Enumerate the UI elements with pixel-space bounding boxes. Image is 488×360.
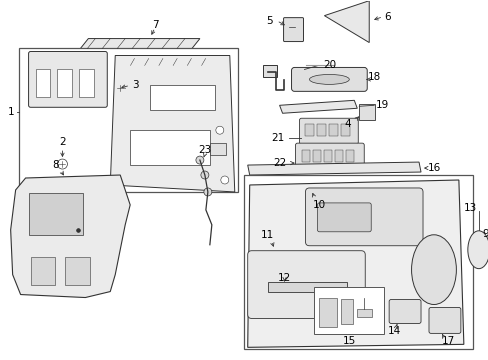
Polygon shape [279,100,357,113]
Bar [324,150,332,162]
Ellipse shape [467,231,488,269]
Polygon shape [110,55,234,192]
Text: 2: 2 [59,137,65,147]
Bar [341,124,349,136]
Circle shape [58,159,67,169]
Bar [305,124,314,136]
Text: 14: 14 [386,327,400,336]
FancyBboxPatch shape [299,118,358,144]
FancyBboxPatch shape [283,18,303,41]
Polygon shape [247,180,463,347]
Ellipse shape [309,75,348,84]
Circle shape [215,126,224,134]
Bar [346,150,354,162]
FancyBboxPatch shape [388,300,420,323]
FancyBboxPatch shape [317,203,370,232]
Text: 13: 13 [463,203,476,213]
Bar [262,66,276,77]
Circle shape [196,156,203,164]
Text: 6: 6 [383,12,390,22]
Text: 10: 10 [312,200,325,210]
Text: 21: 21 [270,133,284,143]
Bar [313,150,321,162]
Text: 23: 23 [198,145,211,155]
Text: 1: 1 [7,107,14,117]
FancyBboxPatch shape [291,67,366,91]
Polygon shape [324,1,368,42]
Polygon shape [80,39,200,49]
Bar [58,69,72,97]
Bar [317,124,325,136]
Circle shape [203,188,211,196]
Bar [19,48,237,192]
Text: 9: 9 [482,229,488,239]
Polygon shape [120,58,220,66]
Bar [28,193,83,235]
Circle shape [115,84,125,93]
Text: 19: 19 [375,100,388,110]
Text: 22: 22 [272,158,285,168]
Bar [357,310,371,318]
Polygon shape [11,175,130,297]
Bar [329,124,338,136]
Bar [65,257,90,285]
Text: 8: 8 [52,160,59,170]
Bar [314,287,384,334]
Ellipse shape [411,235,455,305]
Bar [267,282,346,292]
Text: 4: 4 [343,119,350,129]
Bar [130,130,209,165]
FancyBboxPatch shape [295,143,364,169]
Bar [36,69,50,97]
Circle shape [201,171,208,179]
Text: 16: 16 [427,163,440,173]
Bar [319,297,337,327]
Bar [359,104,374,120]
Bar [150,85,214,110]
Polygon shape [247,162,420,175]
Bar [302,150,310,162]
Text: 5: 5 [266,15,272,26]
Text: 18: 18 [367,72,380,82]
Bar [335,150,343,162]
Text: 12: 12 [277,273,290,283]
FancyBboxPatch shape [247,251,365,319]
Bar [243,175,472,349]
FancyBboxPatch shape [28,51,107,107]
Text: 20: 20 [322,60,335,71]
Bar [31,257,55,285]
Text: 3: 3 [132,80,138,90]
Text: 11: 11 [261,230,274,240]
FancyBboxPatch shape [305,188,422,246]
Text: 17: 17 [441,336,455,346]
Bar [79,69,94,97]
Circle shape [221,176,228,184]
Bar [209,143,225,155]
Text: 7: 7 [151,19,158,30]
Text: 15: 15 [342,336,355,346]
FancyBboxPatch shape [428,307,460,333]
Bar [341,298,352,324]
